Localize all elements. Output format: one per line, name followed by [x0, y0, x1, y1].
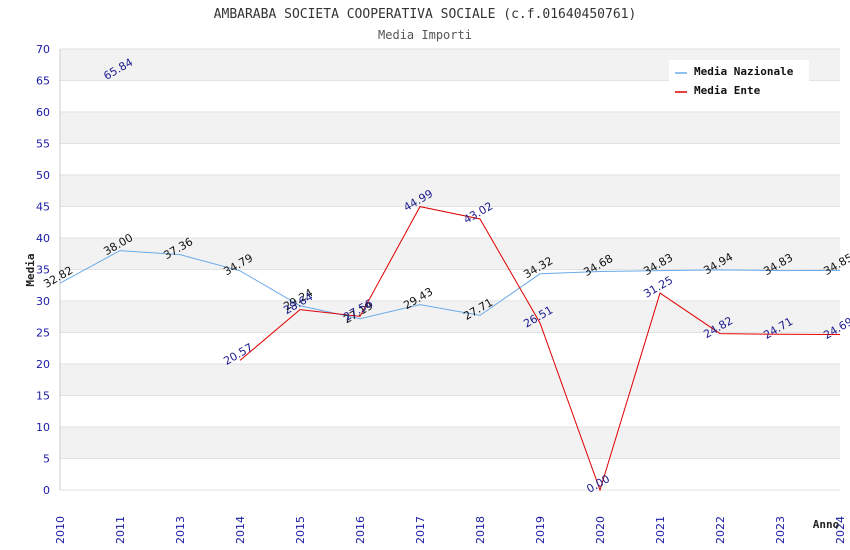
grid-band [60, 175, 840, 207]
y-tick-label: 5 [43, 453, 50, 466]
chart-title: AMBARABA SOCIETA COOPERATIVA SOCIALE (c.… [214, 7, 637, 22]
x-tick-label: 2022 [714, 516, 727, 544]
x-tick-label: 2019 [534, 516, 547, 544]
y-tick-label: 45 [36, 201, 50, 214]
grid-band [60, 395, 840, 427]
grid-band [60, 143, 840, 175]
x-tick-label: 2017 [414, 516, 427, 544]
grid-band [60, 206, 840, 238]
grid-bands [60, 49, 840, 490]
x-axis-ticks: 2010 2011 2013 2014 2015 2016 2017 2018 2019 2020… [54, 516, 847, 544]
legend: Media Nazionale Media Ente [669, 60, 809, 102]
x-tick-label: 2011 [114, 516, 127, 544]
y-tick-label: 65 [36, 75, 50, 88]
grid-band [60, 458, 840, 490]
y-tick-label: 60 [36, 106, 50, 119]
y-tick-label: 30 [36, 295, 50, 308]
chart-subtitle: Media Importi [378, 28, 472, 42]
y-tick-label: 40 [36, 232, 50, 245]
grid-band [60, 112, 840, 144]
y-tick-label: 70 [36, 43, 50, 56]
y-tick-label: 35 [36, 264, 50, 277]
y-tick-label: 0 [43, 484, 50, 497]
y-tick-label: 20 [36, 358, 50, 371]
y-tick-label: 55 [36, 138, 50, 151]
gridlines [59, 48, 840, 491]
x-tick-label: 2021 [654, 516, 667, 544]
x-tick-label: 2020 [594, 516, 607, 544]
grid-band [60, 238, 840, 270]
grid-band [60, 332, 840, 364]
legend-label-nazionale: Media Nazionale [694, 65, 794, 78]
x-tick-label: 2015 [294, 516, 307, 544]
x-tick-label: 2018 [474, 516, 487, 544]
x-tick-label: 2014 [234, 516, 247, 544]
y-axis-ticks: 0 5 10 15 20 25 30 35 40 45 50 55 60 65 70 [36, 43, 50, 497]
x-axis-label: Anno [813, 518, 840, 531]
y-tick-label: 10 [36, 421, 50, 434]
y-tick-label: 50 [36, 169, 50, 182]
y-axis-label: Media [24, 253, 37, 286]
x-tick-label: 2010 [54, 516, 67, 544]
x-tick-label: 2013 [174, 516, 187, 544]
x-tick-label: 2024 [834, 516, 847, 544]
series-lines [59, 206, 841, 492]
x-tick-label: 2023 [774, 516, 787, 544]
y-tick-label: 15 [36, 390, 50, 403]
series-line [59, 250, 841, 320]
grid-band [60, 364, 840, 396]
x-tick-label: 2016 [354, 516, 367, 544]
y-tick-label: 25 [36, 327, 50, 340]
legend-label-ente: Media Ente [694, 84, 761, 97]
legend-box [669, 60, 809, 102]
grid-band [60, 269, 840, 301]
series-line [239, 206, 841, 492]
grid-band [60, 427, 840, 459]
